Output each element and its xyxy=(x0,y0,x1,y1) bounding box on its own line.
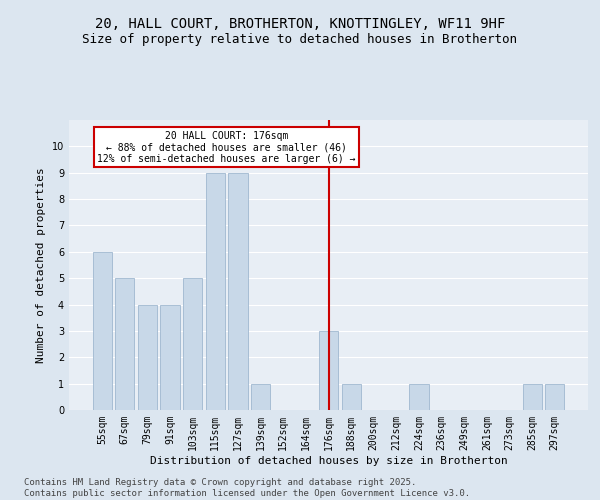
Bar xyxy=(183,278,202,410)
Bar xyxy=(251,384,270,410)
X-axis label: Distribution of detached houses by size in Brotherton: Distribution of detached houses by size … xyxy=(149,456,508,466)
Bar xyxy=(319,331,338,410)
Bar xyxy=(229,172,248,410)
Bar xyxy=(523,384,542,410)
Text: 20, HALL COURT, BROTHERTON, KNOTTINGLEY, WF11 9HF: 20, HALL COURT, BROTHERTON, KNOTTINGLEY,… xyxy=(95,18,505,32)
Text: 20 HALL COURT: 176sqm
← 88% of detached houses are smaller (46)
12% of semi-deta: 20 HALL COURT: 176sqm ← 88% of detached … xyxy=(97,130,356,164)
Bar xyxy=(409,384,428,410)
Bar xyxy=(115,278,134,410)
Bar xyxy=(341,384,361,410)
Bar xyxy=(545,384,565,410)
Bar xyxy=(138,304,157,410)
Bar xyxy=(92,252,112,410)
Text: Size of property relative to detached houses in Brotherton: Size of property relative to detached ho… xyxy=(83,32,517,46)
Bar xyxy=(160,304,180,410)
Text: Contains HM Land Registry data © Crown copyright and database right 2025.
Contai: Contains HM Land Registry data © Crown c… xyxy=(24,478,470,498)
Y-axis label: Number of detached properties: Number of detached properties xyxy=(37,167,46,363)
Bar xyxy=(206,172,225,410)
